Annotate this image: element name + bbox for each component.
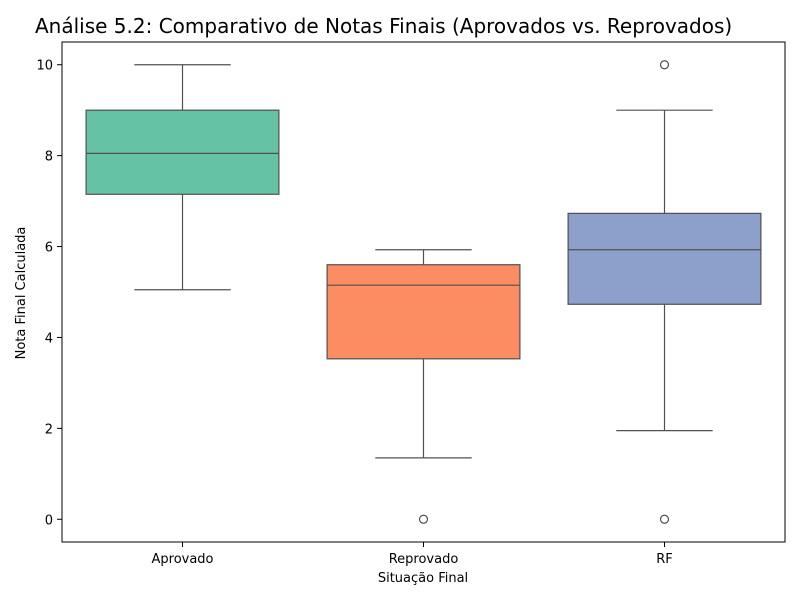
box-aprovado xyxy=(85,64,280,291)
outlier-point xyxy=(418,514,429,524)
y-tick-label: 0 xyxy=(45,513,53,528)
y-axis-label: Nota Final Calculada xyxy=(14,227,29,360)
y-tick-label: 10 xyxy=(36,59,53,74)
plot-area: 0 2 4 6 8 10 Aprovado Reprovado RF xyxy=(36,41,786,567)
y-tick-label: 6 xyxy=(45,241,53,256)
x-tick-label: Aprovado xyxy=(151,552,213,567)
plot-frame xyxy=(61,41,786,543)
chart-title: Análise 5.2: Comparativo de Notas Finais… xyxy=(35,14,732,38)
box-iqr xyxy=(567,212,762,305)
y-tick-label: 4 xyxy=(45,331,53,346)
x-tick-label: Reprovado xyxy=(389,552,459,567)
outlier-point xyxy=(659,60,670,70)
x-tick-label: RF xyxy=(656,552,673,567)
box-iqr xyxy=(326,264,521,360)
box-rf xyxy=(567,60,762,524)
box-reprovado xyxy=(326,249,521,524)
y-tick-label: 8 xyxy=(45,150,53,165)
outlier-point xyxy=(659,514,670,524)
box-iqr xyxy=(85,109,280,195)
x-axis-label: Situação Final xyxy=(378,571,468,586)
y-tick-label: 2 xyxy=(45,422,53,437)
